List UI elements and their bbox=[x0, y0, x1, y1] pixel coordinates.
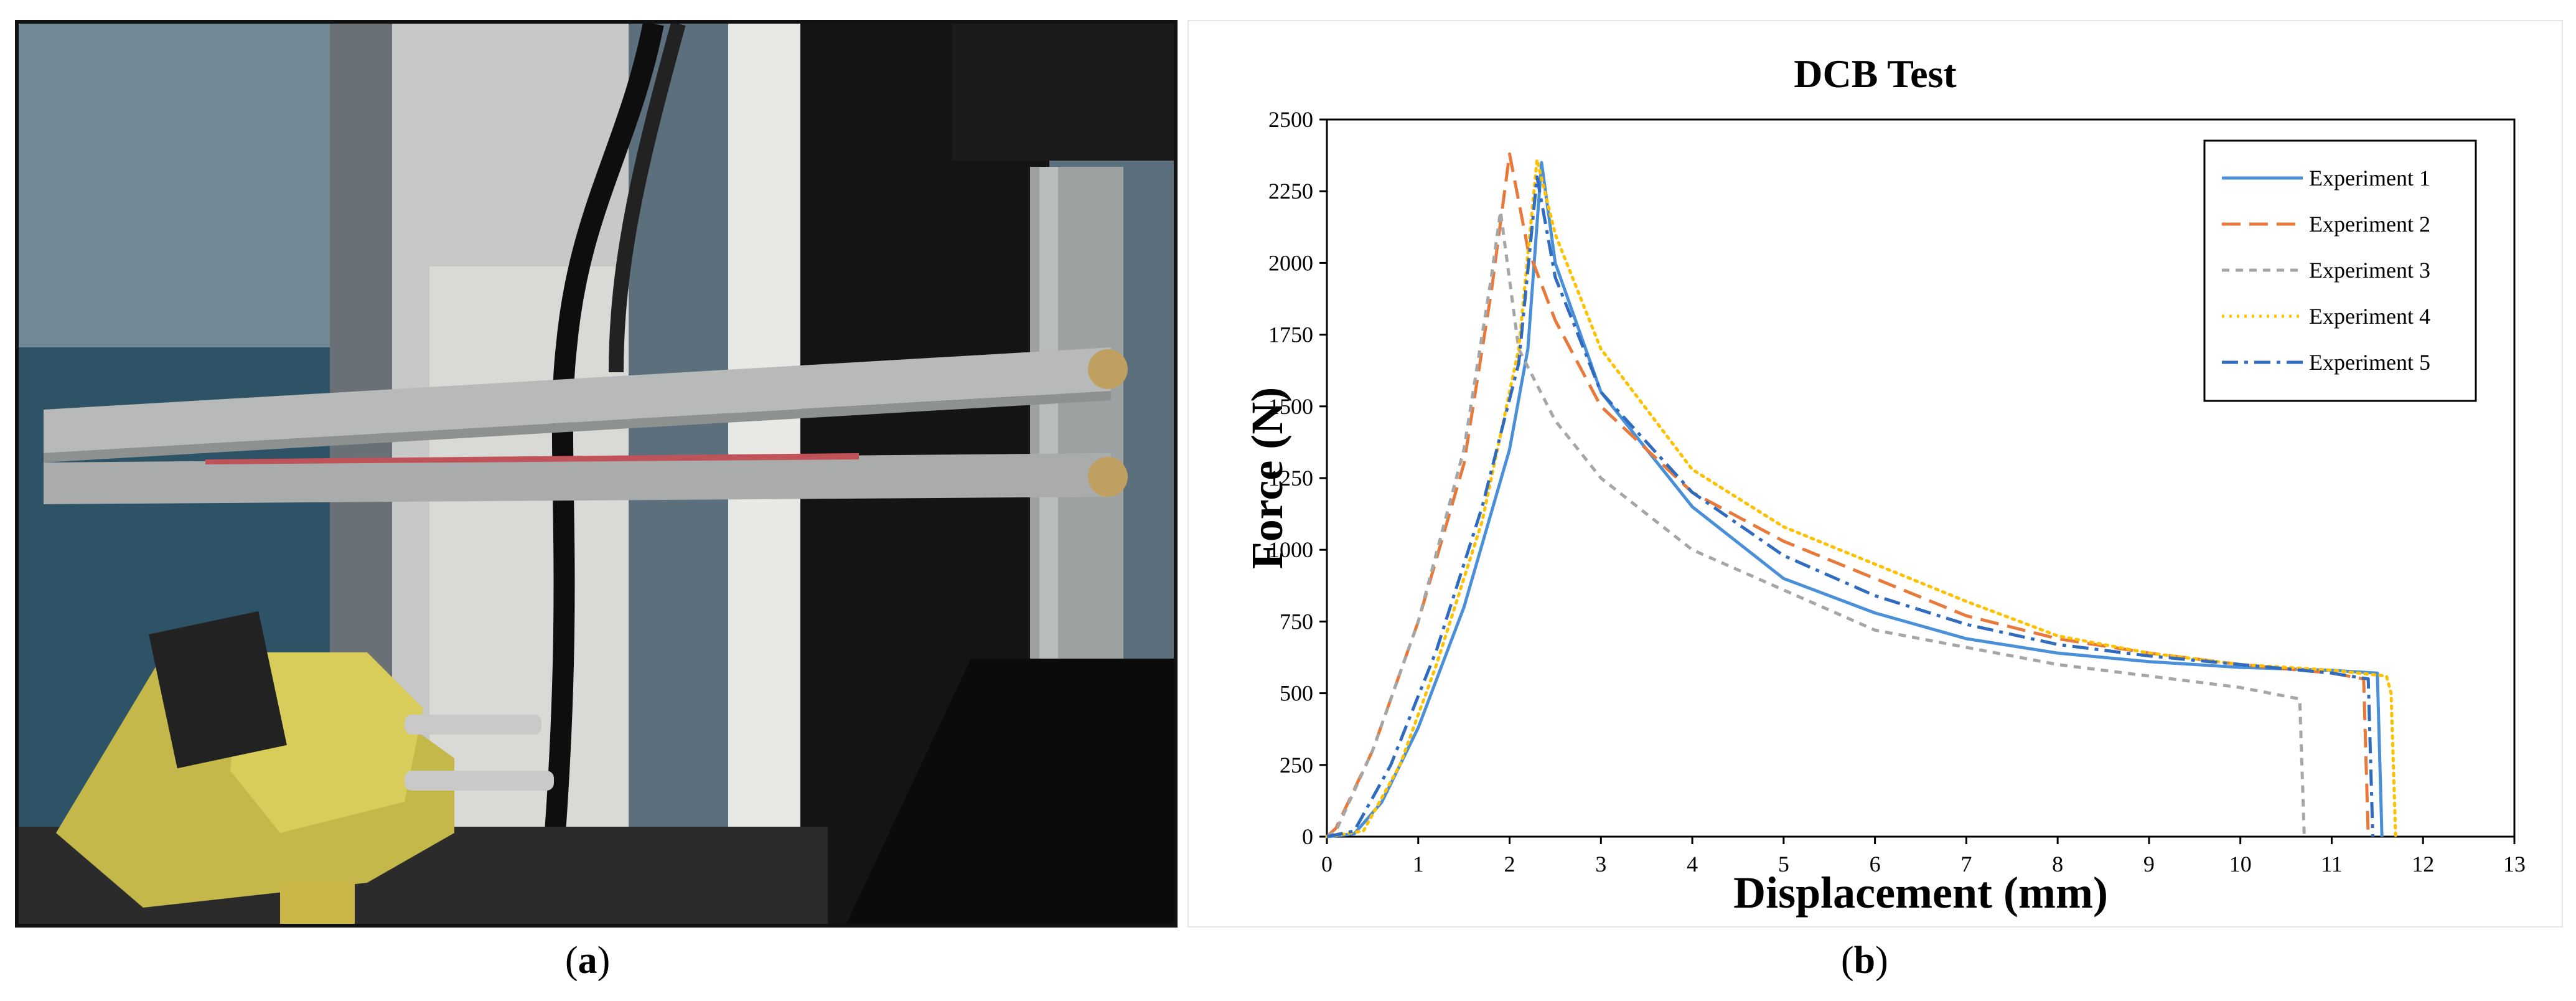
y-tick-label: 250 bbox=[1280, 753, 1313, 778]
x-axis: 0 1 2 3 4 5 6 7 8 9 10 11 12 13 bbox=[1321, 837, 2526, 876]
dcb-test-rig-photo-icon bbox=[19, 24, 1174, 924]
series-lines bbox=[1325, 152, 2397, 839]
y-tick-label: 2250 bbox=[1268, 179, 1313, 204]
x-tick-label: 2 bbox=[1504, 852, 1515, 876]
x-axis-label: Displacement (mm) bbox=[1733, 868, 2108, 918]
y-tick-label: 0 bbox=[1302, 824, 1313, 849]
x-tick-label: 1 bbox=[1413, 852, 1424, 876]
x-tick-label: 10 bbox=[2229, 852, 2252, 876]
y-axis-label: Force (N) bbox=[1242, 387, 1292, 570]
x-tick-label: 6 bbox=[1870, 852, 1881, 876]
y-tick-label: 1500 bbox=[1268, 394, 1313, 419]
legend-label-experiment-1: Experiment 1 bbox=[2309, 166, 2430, 190]
x-tick-label: 0 bbox=[1321, 852, 1332, 876]
chart-legend: Experiment 1 Experiment 2 Experiment 3 Expe… bbox=[2203, 139, 2477, 402]
x-tick-label: 4 bbox=[1687, 852, 1698, 876]
legend-label-experiment-2: Experiment 2 bbox=[2309, 212, 2430, 237]
x-tick-label: 8 bbox=[2052, 852, 2063, 876]
x-tick-label: 7 bbox=[1960, 852, 1972, 876]
y-tick-label: 1000 bbox=[1268, 537, 1313, 562]
y-tick-label: 750 bbox=[1280, 609, 1313, 634]
x-tick-label: 12 bbox=[2412, 852, 2434, 876]
legend-label-experiment-4: Experiment 4 bbox=[2309, 304, 2430, 329]
x-tick-label: 5 bbox=[1778, 852, 1789, 876]
x-tick-label: 3 bbox=[1595, 852, 1606, 876]
legend-label-experiment-3: Experiment 3 bbox=[2309, 258, 2430, 283]
series-line-experiment-5 bbox=[1326, 175, 2374, 839]
y-tick-label: 2500 bbox=[1268, 107, 1313, 132]
dcb-chart-panel: DCB Test 0 1 2 3 4 5 6 7 8 9 10 11 12 13 0 250 500 750 10… bbox=[1187, 20, 2563, 928]
caption-b: (b) bbox=[1841, 939, 1888, 982]
dcb-chart: DCB Test 0 1 2 3 4 5 6 7 8 9 10 11 12 13 025050075010… bbox=[1242, 52, 2526, 918]
y-tick-label: 2000 bbox=[1268, 250, 1313, 275]
caption-a: (a) bbox=[565, 939, 611, 982]
x-tick-label: 13 bbox=[2503, 852, 2526, 876]
legend-label-experiment-5: Experiment 5 bbox=[2309, 350, 2430, 375]
y-tick-label: 1250 bbox=[1268, 466, 1313, 491]
x-tick-label: 11 bbox=[2321, 852, 2343, 876]
test-rig-photo bbox=[15, 20, 1178, 928]
series-line-experiment-3 bbox=[1326, 210, 2306, 839]
series-line-experiment-4 bbox=[1325, 158, 2397, 839]
y-tick-label: 500 bbox=[1280, 681, 1313, 706]
y-tick-label: 1750 bbox=[1268, 322, 1313, 347]
chart-title: DCB Test bbox=[1794, 52, 1957, 96]
y-axis: 0 250 500 750 1000 1250 1500 1750 2000 2250 2500 bbox=[1268, 107, 1327, 849]
x-tick-label: 9 bbox=[2143, 852, 2155, 876]
